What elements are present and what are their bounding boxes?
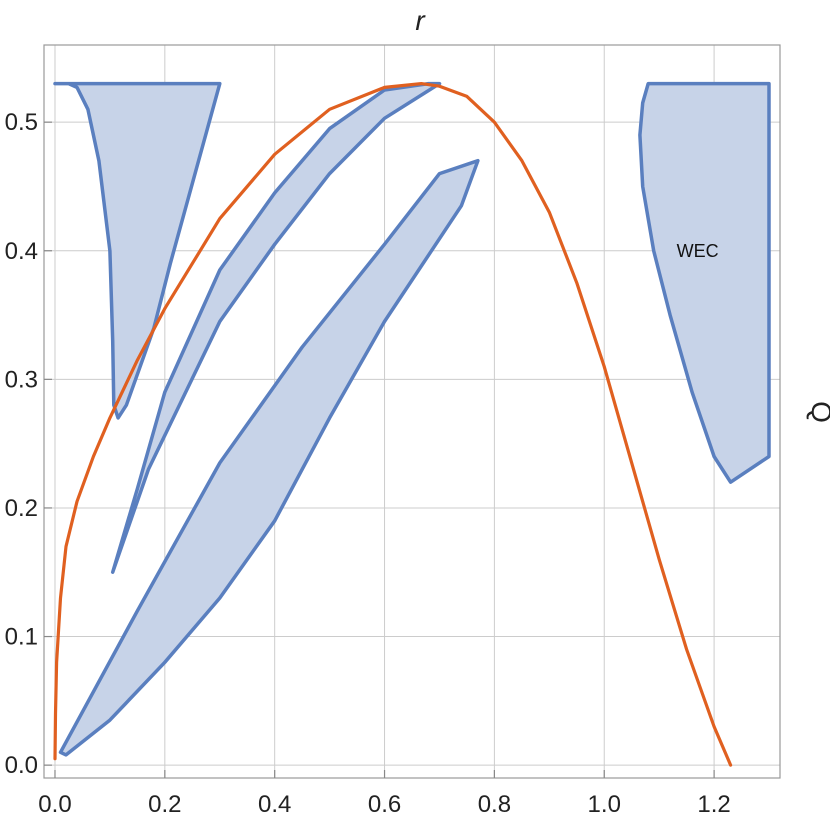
y-tick-label: 0.0: [5, 752, 38, 779]
x-tick-label: 1.0: [588, 791, 621, 818]
x-tick-label: 1.2: [697, 791, 730, 818]
plot-frame: [43, 44, 781, 779]
region-1: [53, 81, 222, 420]
annotations: WEC: [677, 241, 719, 261]
y-tick-label: 0.1: [5, 624, 38, 651]
region-4: [638, 81, 771, 484]
x-tick-label: 0.0: [38, 791, 71, 818]
x-tick-label: 0.4: [258, 791, 291, 818]
x-axis-title: r: [415, 5, 426, 36]
curves: [53, 81, 733, 767]
x-tick-label: 0.2: [148, 791, 181, 818]
annotation-label: WEC: [677, 241, 719, 261]
y-tick-label: 0.5: [5, 109, 38, 136]
y-tick-label: 0.2: [5, 495, 38, 522]
tick-labels: 0.0 0.2 0.4 0.6 0.8 1.0 1.2 0.0 0.1 0.2 0.3 0.4 0.5: [5, 109, 731, 818]
y-tick-label: 0.4: [5, 238, 38, 265]
x-tick-label: 0.8: [478, 791, 511, 818]
feasible-regions: [53, 81, 771, 757]
y-tick-label: 0.3: [5, 366, 38, 393]
curve-1: [53, 81, 733, 767]
region-3: [58, 158, 480, 757]
x-tick-label: 0.6: [368, 791, 401, 818]
y-axis-title: Q: [806, 401, 830, 423]
